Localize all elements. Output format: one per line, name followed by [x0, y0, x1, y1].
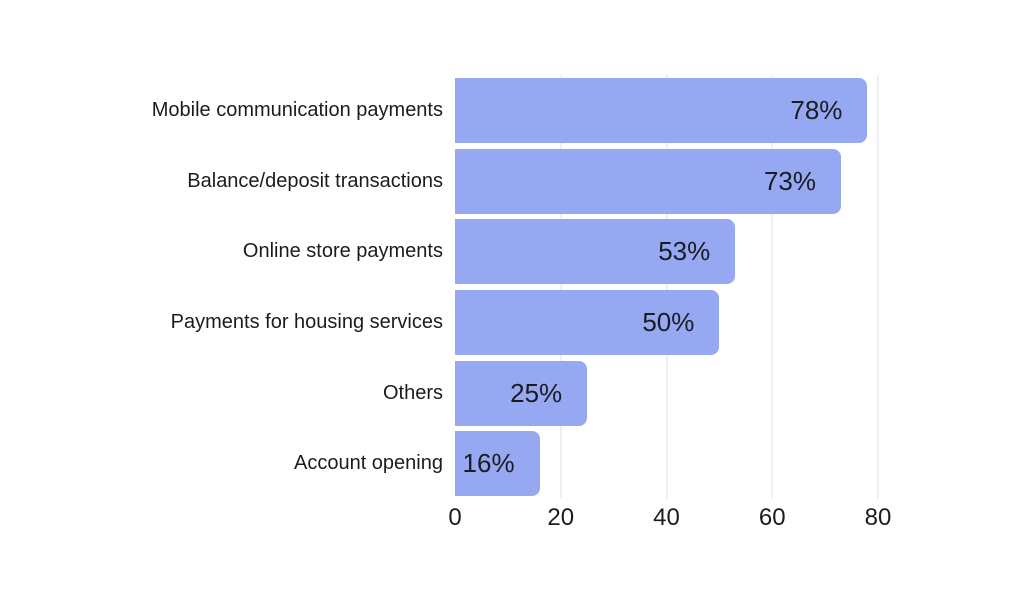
bar-value-label: 73%: [763, 165, 816, 196]
category-label-6: Account opening: [293, 452, 443, 475]
bar-1: 78%: [455, 77, 868, 143]
bar-row: 25%: [455, 358, 878, 429]
bar-series: 78% 73% 53% 50% 25% 16%: [455, 75, 878, 499]
bar-value-label: 16%: [462, 448, 515, 479]
bar-row: 16%: [455, 428, 878, 499]
x-tick-40: 40: [653, 504, 680, 531]
bar-value-label: 50%: [642, 306, 695, 337]
value-axis: 0 20 40 60 80: [448, 503, 891, 533]
category-label-1: Mobile communication payments: [151, 98, 443, 121]
x-tick-80: 80: [864, 504, 892, 531]
plot-area: 78% 73% 53% 50% 25% 16%: [455, 75, 879, 499]
gridline-60: [771, 75, 773, 499]
bar-row: 53%: [455, 216, 878, 287]
bar-row: 73%: [455, 146, 878, 217]
bar-2: 73%: [455, 148, 841, 214]
bar-value-label: 25%: [510, 377, 563, 408]
gridline-80: [877, 75, 879, 499]
category-label-5: Others: [382, 381, 443, 404]
x-tick-20: 20: [547, 504, 575, 531]
x-tick-0: 0: [448, 504, 462, 531]
bar-5: 25%: [455, 360, 588, 426]
bar-4: 50%: [455, 289, 720, 355]
bar-3: 53%: [455, 219, 736, 285]
category-label-4: Payments for housing services: [170, 310, 443, 333]
category-axis: Mobile communication payments Balance/dep…: [0, 75, 455, 499]
bar-6: 16%: [455, 431, 540, 497]
category-label-3: Online store payments: [242, 240, 443, 263]
x-tick-60: 60: [758, 504, 786, 531]
gridline-40: [666, 75, 667, 499]
bar-value-label: 78%: [790, 94, 843, 125]
bar-row: 50%: [455, 287, 878, 358]
gridline-20: [560, 75, 562, 499]
bar-row: 78%: [455, 75, 878, 146]
category-label-2: Balance/deposit transactions: [187, 169, 443, 192]
bar-value-label: 53%: [658, 236, 711, 267]
